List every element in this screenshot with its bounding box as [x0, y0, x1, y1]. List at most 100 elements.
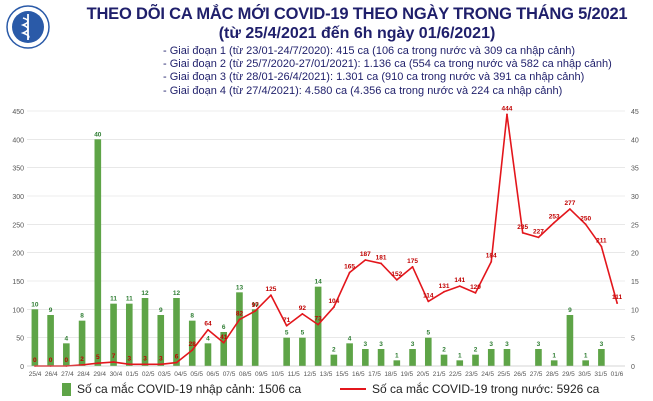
- line-data-label: 97: [252, 302, 260, 309]
- bar-data-label: 13: [236, 284, 244, 291]
- y-left-tick-label: 0: [20, 364, 24, 371]
- bar: [283, 337, 290, 366]
- bar-data-label: 40: [94, 131, 102, 138]
- line-data-label: 444: [502, 105, 513, 112]
- bar: [157, 315, 165, 366]
- line-data-label: 165: [344, 264, 355, 271]
- legend-label-imported: Số ca mắc COVID-19 nhập cảnh: 1506 ca: [77, 382, 302, 396]
- legend-item-imported: Số ca mắc COVID-19 nhập cảnh: 1506 ca: [62, 382, 301, 396]
- y-right-tick-label: 30: [631, 194, 639, 201]
- line-data-label: 28: [189, 341, 197, 348]
- line-point: [238, 318, 241, 321]
- bar: [173, 298, 180, 366]
- line-data-label: 92: [299, 305, 307, 312]
- line-point: [81, 363, 83, 366]
- line-data-label: 187: [360, 251, 371, 258]
- line-data-label: 3: [143, 355, 147, 362]
- bar-data-label: 6: [222, 324, 226, 331]
- line-point: [380, 262, 382, 265]
- bar-data-label: 14: [315, 279, 323, 286]
- line-data-label: 6: [175, 354, 179, 361]
- y-right-tick-label: 40: [631, 137, 639, 144]
- chart-legend: Số ca mắc COVID-19 nhập cảnh: 1506 ca Số…: [0, 379, 653, 399]
- x-tick-label: 08/5: [239, 371, 252, 378]
- x-tick-label: 22/5: [449, 371, 462, 378]
- bar: [550, 360, 558, 366]
- y-left-tick-label: 50: [16, 336, 24, 343]
- y-left-tick-label: 300: [12, 194, 24, 201]
- bar-data-label: 5: [285, 330, 289, 337]
- line-data-label: 227: [533, 228, 544, 235]
- x-tick-label: 27/5: [530, 371, 543, 378]
- x-tick-label: 10/5: [271, 371, 284, 378]
- line-point: [584, 223, 587, 226]
- x-tick-label: 12/5: [304, 371, 317, 378]
- x-tick-label: 04/5: [174, 371, 187, 378]
- bar: [94, 139, 102, 366]
- line-point: [537, 236, 540, 239]
- line-point: [332, 306, 335, 308]
- legend-label-domestic: Số ca mắc COVID-19 trong nước: 5926 ca: [372, 382, 600, 396]
- legend-line-swatch: [340, 388, 366, 390]
- bar: [31, 309, 39, 366]
- line-data-label: 104: [328, 298, 339, 305]
- y-left-tick-label: 150: [12, 279, 24, 286]
- line-point: [553, 221, 556, 224]
- y-right-tick-label: 5: [631, 336, 635, 343]
- bar: [78, 320, 86, 366]
- x-tick-label: 26/4: [45, 371, 58, 378]
- x-tick-label: 16/5: [352, 371, 365, 378]
- y-right-tick-label: 20: [631, 251, 639, 258]
- line-data-label: 211: [596, 237, 607, 244]
- bar: [566, 315, 574, 366]
- line-data-label: 253: [549, 214, 560, 221]
- bar-data-label: 8: [190, 313, 194, 320]
- line-point: [254, 310, 257, 312]
- bar: [236, 292, 243, 366]
- line-data-label: 0: [49, 357, 53, 364]
- line-point: [159, 363, 162, 366]
- covid-daily-cases-chart: 0501001502002503003504004500510152025303…: [12, 105, 639, 378]
- bar-data-label: 12: [141, 290, 149, 297]
- bar-data-label: 3: [505, 341, 509, 348]
- line-point: [600, 245, 603, 248]
- line-point: [443, 290, 445, 293]
- chart-title: THEO DÕI CA MẮC MỚI COVID-19 THEO NGÀY T…: [86, 5, 628, 23]
- line-point: [395, 278, 398, 281]
- y-left-tick-label: 200: [12, 251, 24, 258]
- line-data-label: 0: [33, 357, 37, 364]
- bar: [251, 309, 259, 366]
- x-tick-label: 25/5: [497, 371, 510, 378]
- x-tick-label: 24/5: [481, 371, 494, 378]
- x-tick-label: 09/5: [255, 371, 268, 378]
- phase-notes: - Giai đoạn 1 (từ 23/01-24/7/2020): 415 …: [163, 45, 612, 98]
- x-tick-label: 03/5: [158, 371, 171, 378]
- bar-data-label: 3: [489, 341, 493, 348]
- bar: [110, 303, 117, 366]
- x-tick-label: 01/5: [126, 371, 139, 378]
- bar: [472, 354, 479, 366]
- bar-data-label: 4: [206, 335, 210, 342]
- phase-note: - Giai đoạn 4 (từ 27/4/2021): 4.580 ca (…: [163, 84, 563, 97]
- legend-bar-swatch: [62, 382, 71, 396]
- y-right-tick-label: 35: [631, 166, 639, 173]
- phase-note: - Giai đoạn 1 (từ 23/01-24/7/2020): 415 …: [163, 45, 576, 57]
- bar: [47, 315, 54, 366]
- y-left-tick-label: 100: [12, 307, 24, 314]
- line-point: [301, 312, 304, 315]
- x-tick-label: 31/5: [594, 371, 607, 378]
- y-right-tick-label: 0: [631, 364, 635, 371]
- x-tick-label: 19/5: [400, 371, 413, 378]
- x-tick-label: 01/6: [611, 371, 624, 378]
- line-data-label: 131: [439, 283, 450, 290]
- bar: [409, 349, 416, 366]
- y-right-tick-label: 45: [631, 109, 639, 116]
- line-data-label: 184: [486, 253, 497, 260]
- x-tick-label: 25/4: [29, 371, 42, 378]
- bar: [598, 349, 605, 366]
- bar-data-label: 12: [173, 290, 181, 297]
- bar-data-label: 9: [49, 307, 53, 314]
- bar: [314, 286, 322, 366]
- bar: [346, 343, 353, 366]
- x-tick-label: 17/5: [368, 371, 381, 378]
